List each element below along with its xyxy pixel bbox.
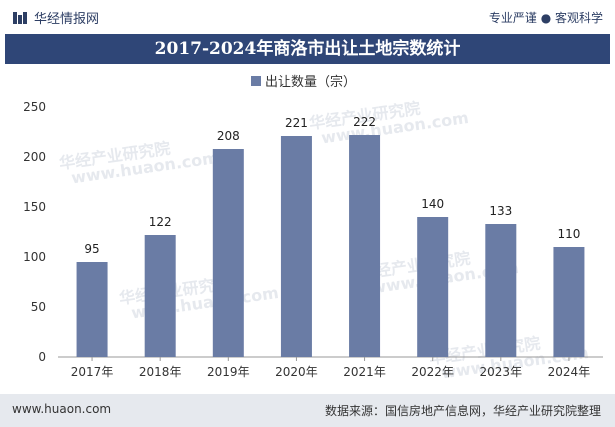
y-tick-label: 0 (38, 350, 46, 364)
brand-name: 华经情报网 (34, 12, 100, 27)
bar-value-label: 208 (217, 129, 240, 143)
bars: 95 2017年 122 2018年 208 2019年 221 2020年 222 2021年 1… (71, 115, 590, 379)
bar (144, 235, 176, 357)
x-tick-label: 2020年 (275, 365, 318, 379)
y-tick-label: 100 (23, 250, 46, 264)
y-tick-label: 250 (23, 100, 46, 114)
x-tick-label: 2023年 (480, 365, 523, 379)
bar-value-label: 110 (557, 227, 580, 241)
footer: www.huaon.com 数据来源：国信房地产信息网，华经产业研究院整理 (0, 394, 615, 427)
x-tick-label: 2022年 (411, 365, 454, 379)
bar-chart: 华经产业研究院www.huaon.com华经产业研究院www.huaon.com… (23, 74, 603, 382)
x-tick-label: 2018年 (139, 365, 182, 379)
bar-value-label: 122 (149, 215, 172, 229)
huajing-logo-icon (13, 11, 27, 24)
bar-value-label: 140 (421, 197, 444, 211)
legend: 出让数量（宗） (251, 74, 356, 90)
legend-swatch (251, 76, 261, 86)
x-tick-label: 2019年 (207, 365, 250, 379)
bar (417, 217, 449, 357)
bar (485, 224, 517, 357)
bar-value-label: 221 (285, 116, 308, 130)
y-tick-label: 150 (23, 200, 46, 214)
y-tick-label: 50 (31, 300, 46, 314)
bar-value-label: 133 (489, 204, 512, 218)
bar (212, 149, 244, 357)
chart-title: 2017-2024年商洛市出让土地宗数统计 (5, 34, 610, 64)
bar (76, 262, 108, 357)
bar (280, 136, 312, 357)
brand[interactable]: 华经情报网 (12, 8, 99, 27)
footer-site-link[interactable]: www.huaon.com (12, 402, 112, 416)
x-tick-label: 2021年 (343, 365, 386, 379)
x-tick-label: 2024年 (548, 365, 591, 379)
bar (553, 247, 585, 357)
tagline: 专业严谨 ● 客观科学 (488, 11, 603, 25)
footer-source: 数据来源：国信房地产信息网，华经产业研究院整理 (324, 404, 601, 418)
bar-value-label: 95 (84, 242, 99, 256)
x-tick-label: 2017年 (71, 365, 114, 379)
top-bar: 华经情报网 专业严谨 ● 客观科学 (0, 0, 615, 34)
legend-label: 出让数量（宗） (265, 74, 356, 90)
y-tick-label: 200 (23, 150, 46, 164)
bar-value-label: 222 (353, 115, 376, 129)
bar (349, 135, 381, 357)
